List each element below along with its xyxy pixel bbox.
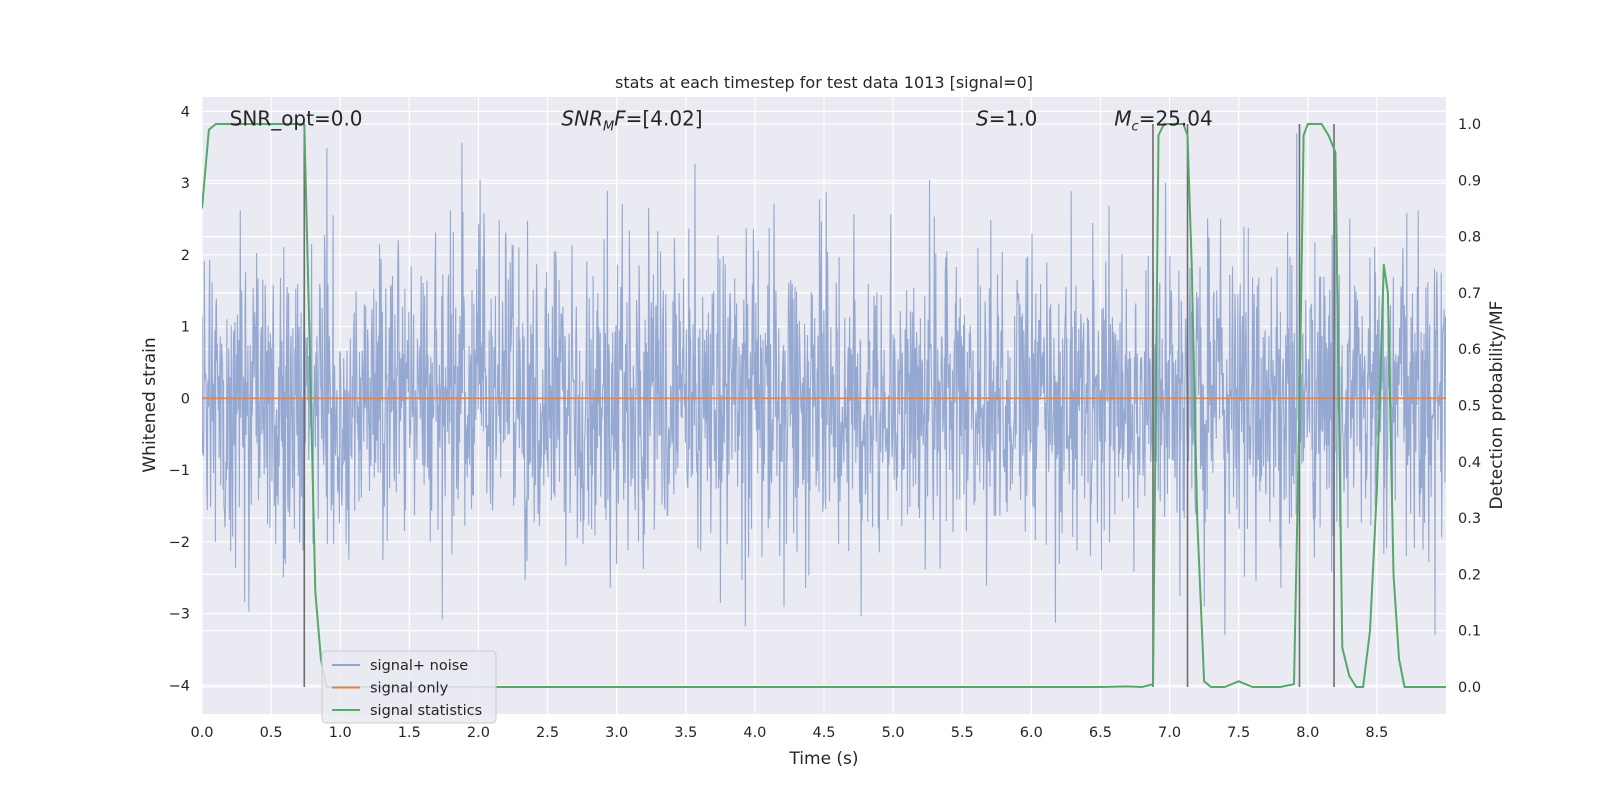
x-tick-label: 7.5 <box>1227 725 1250 741</box>
x-tick-label: 7.0 <box>1158 725 1181 741</box>
x-tick-label: 0.5 <box>260 725 283 741</box>
legend: signal+ noise signal only signal statistic… <box>321 650 497 724</box>
x-tick-label: 1.5 <box>398 725 421 741</box>
x-tick-label: 3.5 <box>674 725 697 741</box>
y-right-tick-label: 0.0 <box>1458 680 1481 696</box>
annotation-snr-mf: SNRMF=[4.02] <box>561 107 702 135</box>
y-left-tick-label: 2 <box>181 248 190 264</box>
y-right-tick-label: 0.8 <box>1458 230 1481 246</box>
annotations: SNR_opt=0.0 SNRMF=[4.02] S=1.0 Mc=25.04 <box>230 107 1213 135</box>
y-right-axis-label: Detection probability/MF <box>1487 301 1507 510</box>
y-right-tick-label: 0.7 <box>1458 286 1481 302</box>
y-left-tick-label: 4 <box>181 104 190 120</box>
y-left-tick-label: −2 <box>169 535 190 551</box>
y-right-tick-label: 0.3 <box>1458 511 1481 527</box>
y-left-tick-label: 3 <box>181 176 190 192</box>
legend-label: signal only <box>370 681 449 697</box>
legend-label: signal+ noise <box>370 658 468 674</box>
signal-statistics-line <box>202 123 1446 688</box>
x-tick-label: 5.5 <box>951 725 974 741</box>
y-left-tick-label: −3 <box>169 607 190 623</box>
x-tick-label: 5.0 <box>882 725 905 741</box>
x-tick-label: 8.5 <box>1365 725 1388 741</box>
y-right-tick-label: 0.9 <box>1458 173 1481 189</box>
series-signal-statistics <box>202 123 1446 688</box>
x-tick-label: 1.0 <box>329 725 352 741</box>
x-axis-label: Time (s) <box>788 749 858 769</box>
chart-title: stats at each timestep for test data 101… <box>615 73 1033 92</box>
y-right-tick-label: 0.2 <box>1458 567 1481 583</box>
y-right-tick-label: 0.6 <box>1458 342 1481 358</box>
x-tick-label: 2.0 <box>467 725 490 741</box>
y-left-tick-label: −4 <box>169 678 190 694</box>
y-right-axis-ticks: 0.0 0.1 0.2 0.3 0.4 0.5 0.6 0.7 0.8 0.9 1.0 <box>1458 117 1481 696</box>
y-left-tick-label: 1 <box>181 320 190 336</box>
y-left-tick-label: 0 <box>181 391 190 407</box>
x-tick-label: 4.5 <box>812 725 835 741</box>
x-axis-ticks: 0.0 0.5 1.0 1.5 2.0 2.5 3.0 3.5 4.0 4.5 5.0 5.5 6.0 6… <box>190 725 1388 741</box>
y-left-axis-label: Whitened strain <box>140 337 160 472</box>
x-tick-label: 6.0 <box>1020 725 1043 741</box>
legend-label: signal statistics <box>370 703 482 719</box>
x-tick-label: 6.5 <box>1089 725 1112 741</box>
legend-box <box>321 650 497 724</box>
x-tick-label: 8.0 <box>1296 725 1319 741</box>
annotation-s: S=1.0 <box>976 107 1037 131</box>
y-right-tick-label: 0.4 <box>1458 455 1481 471</box>
y-left-axis-ticks: −4 −3 −2 −1 0 1 2 3 4 <box>169 104 190 694</box>
x-tick-label: 0.0 <box>190 725 213 741</box>
y-right-tick-label: 1.0 <box>1458 117 1481 133</box>
annotation-mc: Mc=25.04 <box>1114 107 1212 135</box>
y-left-tick-label: −1 <box>169 463 190 479</box>
x-tick-label: 3.0 <box>605 725 628 741</box>
y-right-tick-label: 0.5 <box>1458 399 1481 415</box>
series-signal-noise <box>202 133 1446 636</box>
y-right-tick-label: 0.1 <box>1458 624 1481 640</box>
x-tick-label: 2.5 <box>536 725 559 741</box>
annotation-snr-opt: SNR_opt=0.0 <box>230 107 363 131</box>
x-tick-label: 4.0 <box>743 725 766 741</box>
signal-noise-line <box>202 133 1446 636</box>
